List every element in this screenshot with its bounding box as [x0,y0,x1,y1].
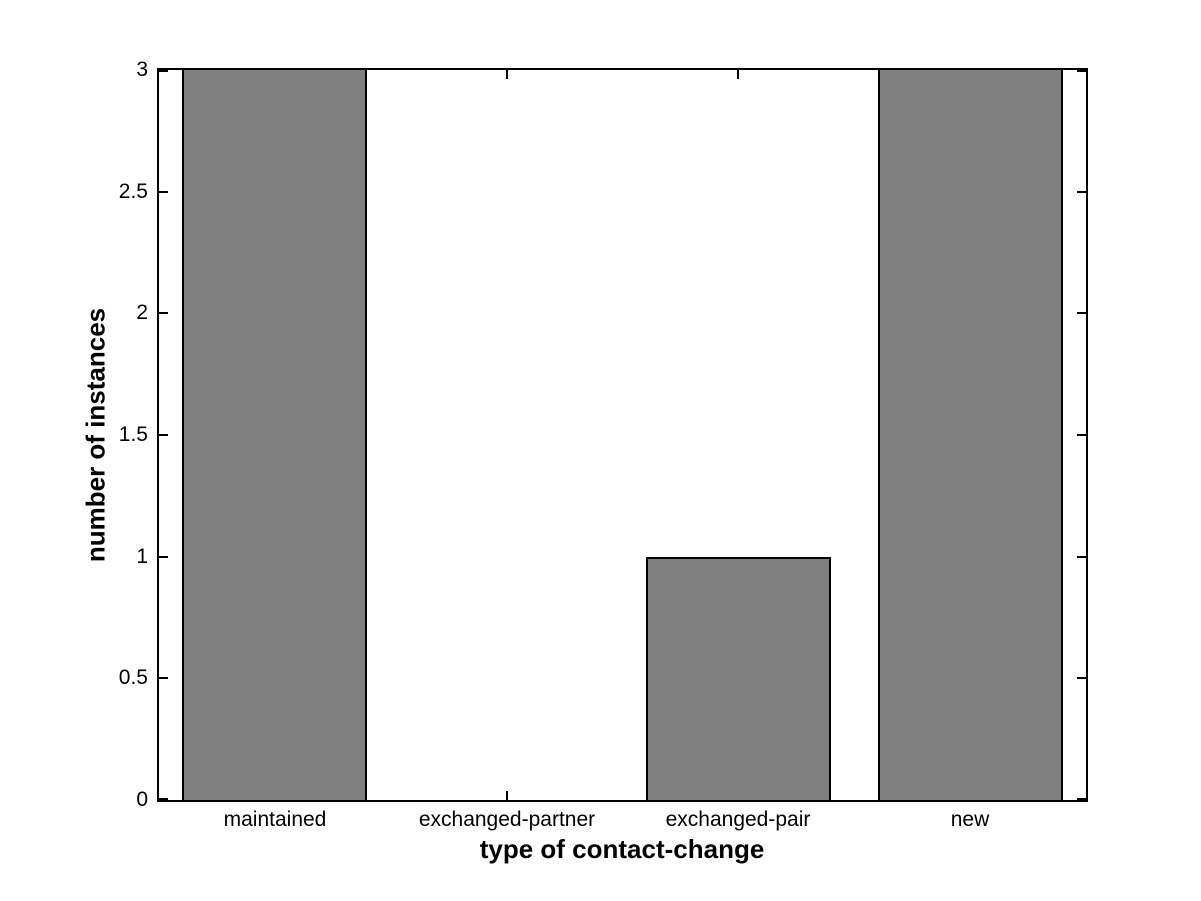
y-tick-label: 2.5 [118,180,148,203]
bar-maintained [182,68,367,802]
y-tick-mark [159,677,168,679]
y-tick-label: 1 [136,545,148,568]
y-tick-mark [159,798,168,800]
x-tick-label: new [950,808,990,831]
x-tick-label: maintained [223,808,327,831]
x-tick-label: exchanged-pair [665,808,811,831]
y-tick-mark [159,434,168,436]
x-tick-label: exchanged-partner [418,808,596,831]
y-tick-label: 0.5 [118,666,148,689]
y-tick-label: 1.5 [118,423,148,446]
bar-new [878,68,1063,802]
y-tick-mark [1077,798,1086,800]
x-tick-mark [506,70,508,79]
x-tick-mark [506,791,508,800]
x-tick-mark [737,70,739,79]
bar-exchanged-pair [646,557,831,802]
y-tick-label: 3 [136,58,148,81]
y-tick-mark [159,70,168,72]
y-tick-mark [1077,70,1086,72]
y-tick-mark [1077,434,1086,436]
y-tick-label: 0 [136,788,148,811]
y-tick-mark [159,312,168,314]
y-tick-mark [1077,312,1086,314]
plot-area [157,68,1088,802]
y-tick-mark [159,191,168,193]
y-tick-label: 2 [136,301,148,324]
y-tick-mark [159,556,168,558]
y-tick-mark [1077,677,1086,679]
y-tick-mark [1077,556,1086,558]
y-tick-mark [1077,191,1086,193]
x-axis-label: type of contact-change [479,834,765,864]
